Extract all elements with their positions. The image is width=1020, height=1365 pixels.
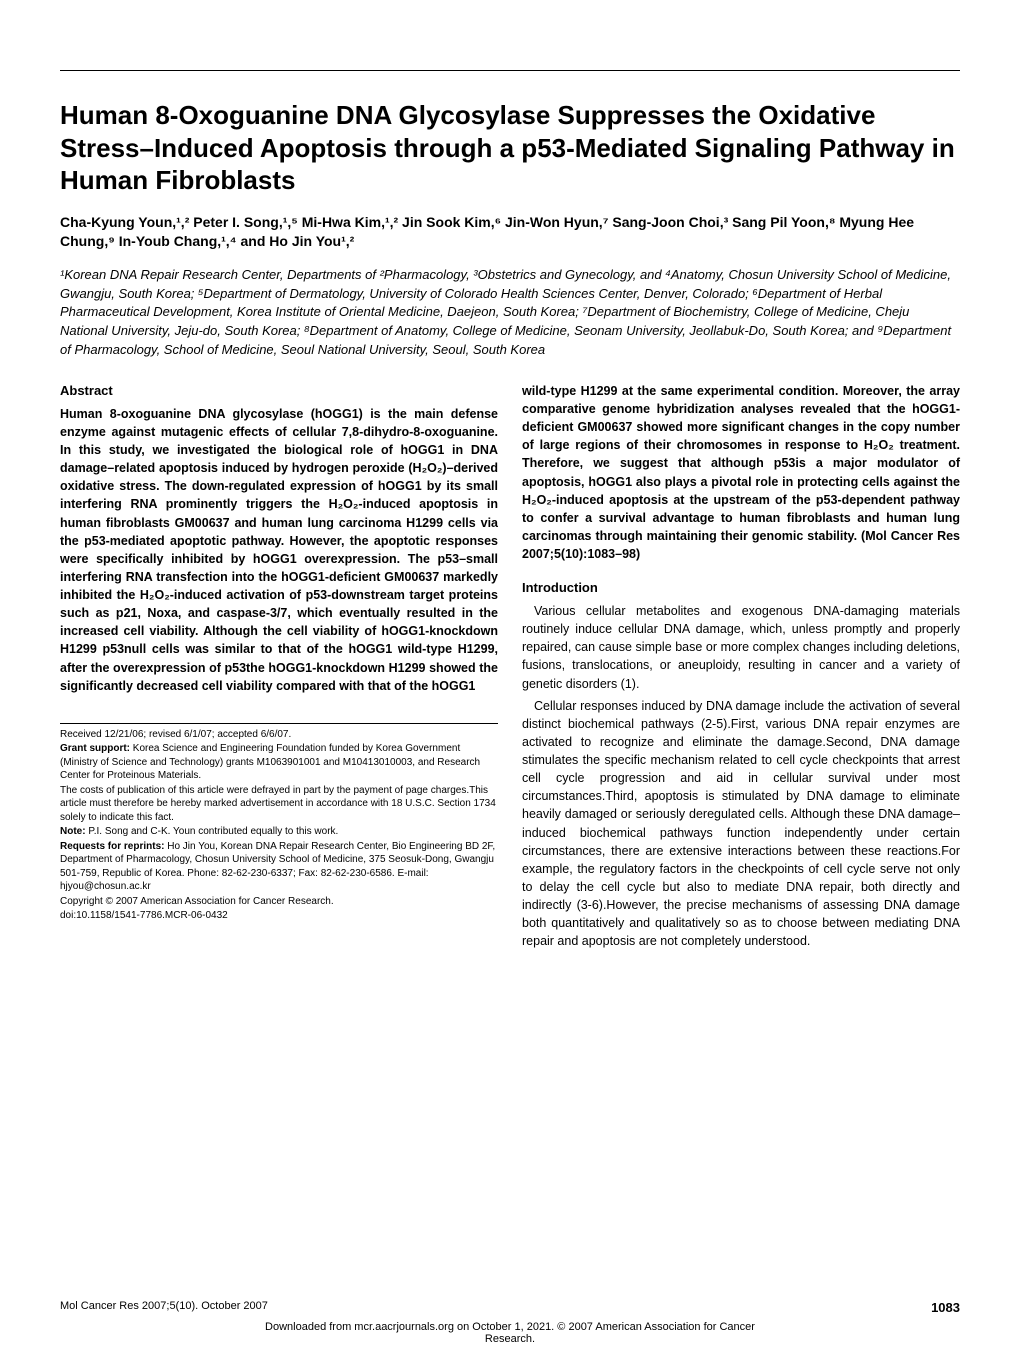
reprints-line: Requests for reprints: Ho Jin You, Korea… (60, 840, 498, 894)
spacer (522, 563, 960, 579)
footer-download-line1: Downloaded from mcr.aacrjournals.org on … (60, 1321, 960, 1333)
article-title: Human 8-Oxoguanine DNA Glycosylase Suppr… (60, 99, 960, 197)
footer-download-line2: Research. (60, 1333, 960, 1345)
introduction-heading: Introduction (522, 579, 960, 598)
page-footer: Mol Cancer Res 2007;5(10). October 2007 … (60, 1300, 960, 1345)
intro-paragraph-2: Cellular responses induced by DNA damage… (522, 697, 960, 951)
abstract-text-right: wild-type H1299 at the same experimental… (522, 382, 960, 563)
doi-line: doi:10.1158/1541-7786.MCR-06-0432 (60, 909, 498, 923)
abstract-text-left: Human 8-oxoguanine DNA glycosylase (hOGG… (60, 405, 498, 695)
two-column-body: Abstract Human 8-oxoguanine DNA glycosyl… (60, 382, 960, 954)
intro-paragraph-1: Various cellular metabolites and exogeno… (522, 602, 960, 693)
left-column: Abstract Human 8-oxoguanine DNA glycosyl… (60, 382, 498, 954)
received-line: Received 12/21/06; revised 6/1/07; accep… (60, 728, 498, 742)
right-column: wild-type H1299 at the same experimental… (522, 382, 960, 954)
footnotes-block: Received 12/21/06; revised 6/1/07; accep… (60, 723, 498, 923)
page-number: 1083 (931, 1300, 960, 1315)
note-line: Note: P.I. Song and C-K. Youn contribute… (60, 825, 498, 839)
journal-citation: Mol Cancer Res 2007;5(10). October 2007 (60, 1300, 268, 1315)
introduction-body: Various cellular metabolites and exogeno… (522, 602, 960, 950)
top-rule (60, 70, 960, 71)
copyright-line: Copyright © 2007 American Association fo… (60, 895, 498, 909)
abstract-heading: Abstract (60, 382, 498, 401)
grant-line: Grant support: Korea Science and Enginee… (60, 742, 498, 783)
note-text: P.I. Song and C-K. Youn contributed equa… (86, 826, 339, 837)
grant-label: Grant support: (60, 743, 130, 754)
affiliations: ¹Korean DNA Repair Research Center, Depa… (60, 266, 960, 360)
author-list: Cha-Kyung Youn,¹,² Peter I. Song,¹,⁵ Mi-… (60, 213, 960, 252)
note-label: Note: (60, 826, 86, 837)
reprints-label: Requests for reprints: (60, 841, 164, 852)
footer-top-row: Mol Cancer Res 2007;5(10). October 2007 … (60, 1300, 960, 1315)
costs-line: The costs of publication of this article… (60, 784, 498, 825)
